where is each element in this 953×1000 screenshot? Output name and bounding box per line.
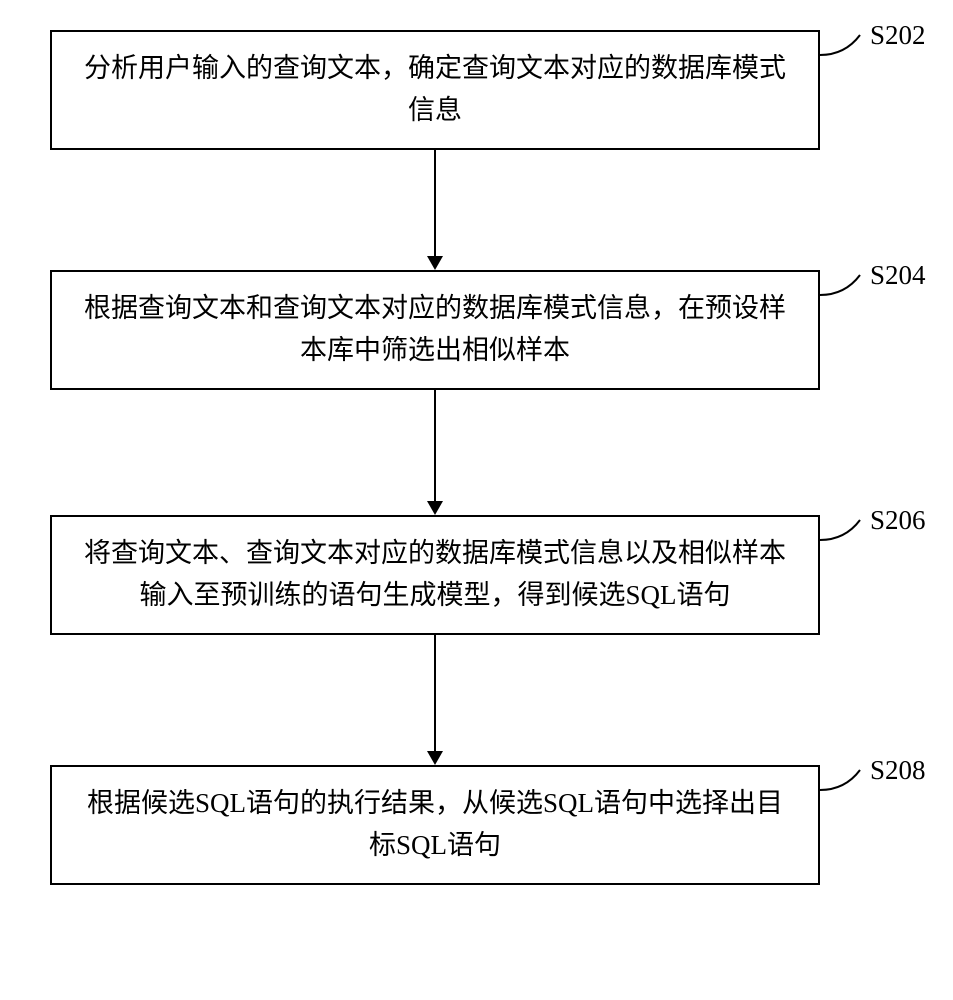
arrow-line-1 <box>434 150 436 256</box>
flow-step-3-text: 将查询文本、查询文本对应的数据库模式信息以及相似样本输入至预训练的语句生成模型，… <box>77 533 793 617</box>
label-connector-4 <box>820 765 870 805</box>
step-label-1: S202 <box>870 20 926 51</box>
arrow-line-2 <box>434 390 436 501</box>
flow-step-4-text: 根据候选SQL语句的执行结果，从候选SQL语句中选择出目标SQL语句 <box>77 783 793 867</box>
step-label-3: S206 <box>870 505 926 536</box>
flow-step-2-text: 根据查询文本和查询文本对应的数据库模式信息，在预设样本库中筛选出相似样本 <box>77 288 793 372</box>
arrow-line-3 <box>434 635 436 751</box>
label-connector-1 <box>820 30 870 70</box>
flow-step-2: 根据查询文本和查询文本对应的数据库模式信息，在预设样本库中筛选出相似样本 <box>50 270 820 390</box>
flow-step-1: 分析用户输入的查询文本，确定查询文本对应的数据库模式信息 <box>50 30 820 150</box>
flowchart-container: 分析用户输入的查询文本，确定查询文本对应的数据库模式信息 S202 根据查询文本… <box>0 0 953 1000</box>
flow-step-1-text: 分析用户输入的查询文本，确定查询文本对应的数据库模式信息 <box>77 48 793 132</box>
flow-step-4: 根据候选SQL语句的执行结果，从候选SQL语句中选择出目标SQL语句 <box>50 765 820 885</box>
label-connector-2 <box>820 270 870 310</box>
step-label-4: S208 <box>870 755 926 786</box>
arrow-head-2 <box>427 501 443 515</box>
flow-step-3: 将查询文本、查询文本对应的数据库模式信息以及相似样本输入至预训练的语句生成模型，… <box>50 515 820 635</box>
step-label-2: S204 <box>870 260 926 291</box>
arrow-head-3 <box>427 751 443 765</box>
label-connector-3 <box>820 515 870 555</box>
arrow-head-1 <box>427 256 443 270</box>
